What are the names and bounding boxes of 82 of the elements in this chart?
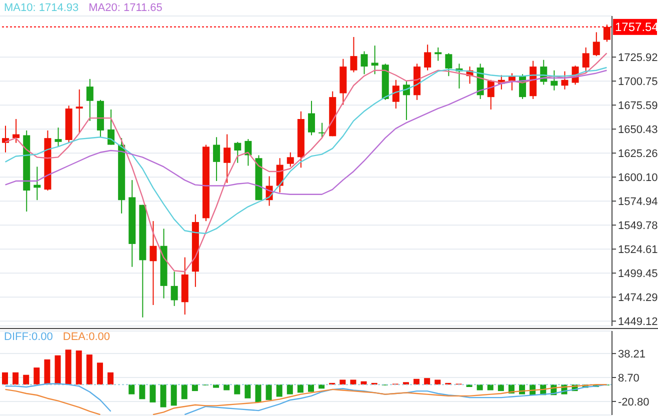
candlestick bbox=[86, 78, 94, 122]
bar bbox=[340, 380, 346, 385]
bar bbox=[76, 350, 82, 385]
bar bbox=[139, 384, 146, 400]
bar bbox=[23, 374, 30, 385]
candlestick bbox=[2, 125, 9, 153]
y-tick-label: 1574.94 bbox=[618, 196, 658, 208]
candlestick bbox=[392, 79, 400, 110]
y-tick-label: 1675.59 bbox=[618, 100, 658, 112]
bar bbox=[434, 380, 441, 385]
bar bbox=[160, 384, 166, 408]
y-tick-label: 1499.45 bbox=[618, 268, 658, 280]
candlestick bbox=[434, 46, 442, 62]
candlestick bbox=[54, 127, 62, 148]
candlestick bbox=[550, 70, 558, 91]
bar bbox=[424, 378, 430, 385]
bar bbox=[44, 359, 50, 385]
candlestick bbox=[561, 70, 568, 90]
bar bbox=[244, 384, 251, 398]
candlestick bbox=[371, 45, 378, 75]
candlestick bbox=[108, 108, 115, 146]
candlestick bbox=[424, 44, 432, 71]
bar bbox=[318, 384, 325, 389]
text: DIFF:0.00 bbox=[4, 331, 53, 343]
bar bbox=[276, 384, 282, 397]
bar bbox=[476, 384, 483, 390]
candlestick bbox=[234, 141, 242, 164]
y-tick-label: 1725.92 bbox=[618, 52, 658, 64]
bar bbox=[498, 384, 504, 392]
candlestick bbox=[170, 271, 178, 306]
y-tick-label: 1625.26 bbox=[618, 148, 658, 160]
bar bbox=[96, 362, 103, 385]
bar bbox=[108, 372, 114, 385]
candlestick bbox=[603, 24, 610, 42]
bar bbox=[65, 350, 72, 385]
candlestick bbox=[582, 46, 590, 73]
ref-line-label: 1757.54 bbox=[615, 20, 658, 34]
y-tick-label: 1650.43 bbox=[618, 124, 658, 136]
bar bbox=[308, 384, 314, 392]
candlestick bbox=[150, 220, 157, 306]
text: MA20: 1711.65 bbox=[88, 2, 162, 14]
bar bbox=[86, 354, 92, 385]
candlestick bbox=[244, 138, 252, 166]
text: DEA:0.00 bbox=[62, 331, 110, 343]
y-tick-label: 1449.12 bbox=[618, 316, 658, 328]
bar bbox=[192, 384, 198, 392]
candlestick bbox=[224, 134, 231, 184]
candlestick bbox=[445, 52, 452, 77]
bar bbox=[255, 384, 262, 402]
bar bbox=[54, 355, 61, 385]
candlestick bbox=[213, 136, 220, 182]
bar bbox=[128, 384, 135, 394]
bar bbox=[350, 380, 356, 385]
bar bbox=[414, 378, 420, 385]
bar bbox=[34, 368, 40, 385]
candlestick bbox=[360, 50, 368, 75]
bar bbox=[170, 384, 177, 406]
bar bbox=[487, 384, 494, 390]
bar bbox=[266, 384, 272, 400]
bar bbox=[234, 384, 240, 394]
bar bbox=[286, 384, 293, 394]
bar bbox=[2, 372, 8, 385]
bar bbox=[12, 372, 19, 385]
y-tick-label: 8.70 bbox=[618, 372, 640, 384]
candlestick bbox=[76, 88, 83, 134]
candlestick bbox=[592, 32, 600, 57]
text: MA10: 1714.93 bbox=[4, 2, 79, 14]
y-tick-label: 38.21 bbox=[618, 348, 646, 360]
y-tick-label: 1700.75 bbox=[618, 76, 658, 88]
y-tick-label: 1474.29 bbox=[618, 292, 658, 304]
bar bbox=[150, 384, 156, 402]
bar bbox=[213, 384, 220, 388]
y-tick-label: -20.80 bbox=[618, 396, 650, 408]
bar bbox=[224, 384, 230, 390]
y-tick-label: 1524.61 bbox=[618, 244, 658, 256]
candlestick bbox=[350, 36, 358, 73]
candlestick bbox=[286, 152, 294, 168]
bar bbox=[181, 384, 188, 400]
y-tick-label: 1549.78 bbox=[618, 220, 658, 232]
y-tick-label: 1600.10 bbox=[618, 172, 658, 184]
bar bbox=[297, 384, 304, 393]
candlestick bbox=[308, 100, 315, 136]
